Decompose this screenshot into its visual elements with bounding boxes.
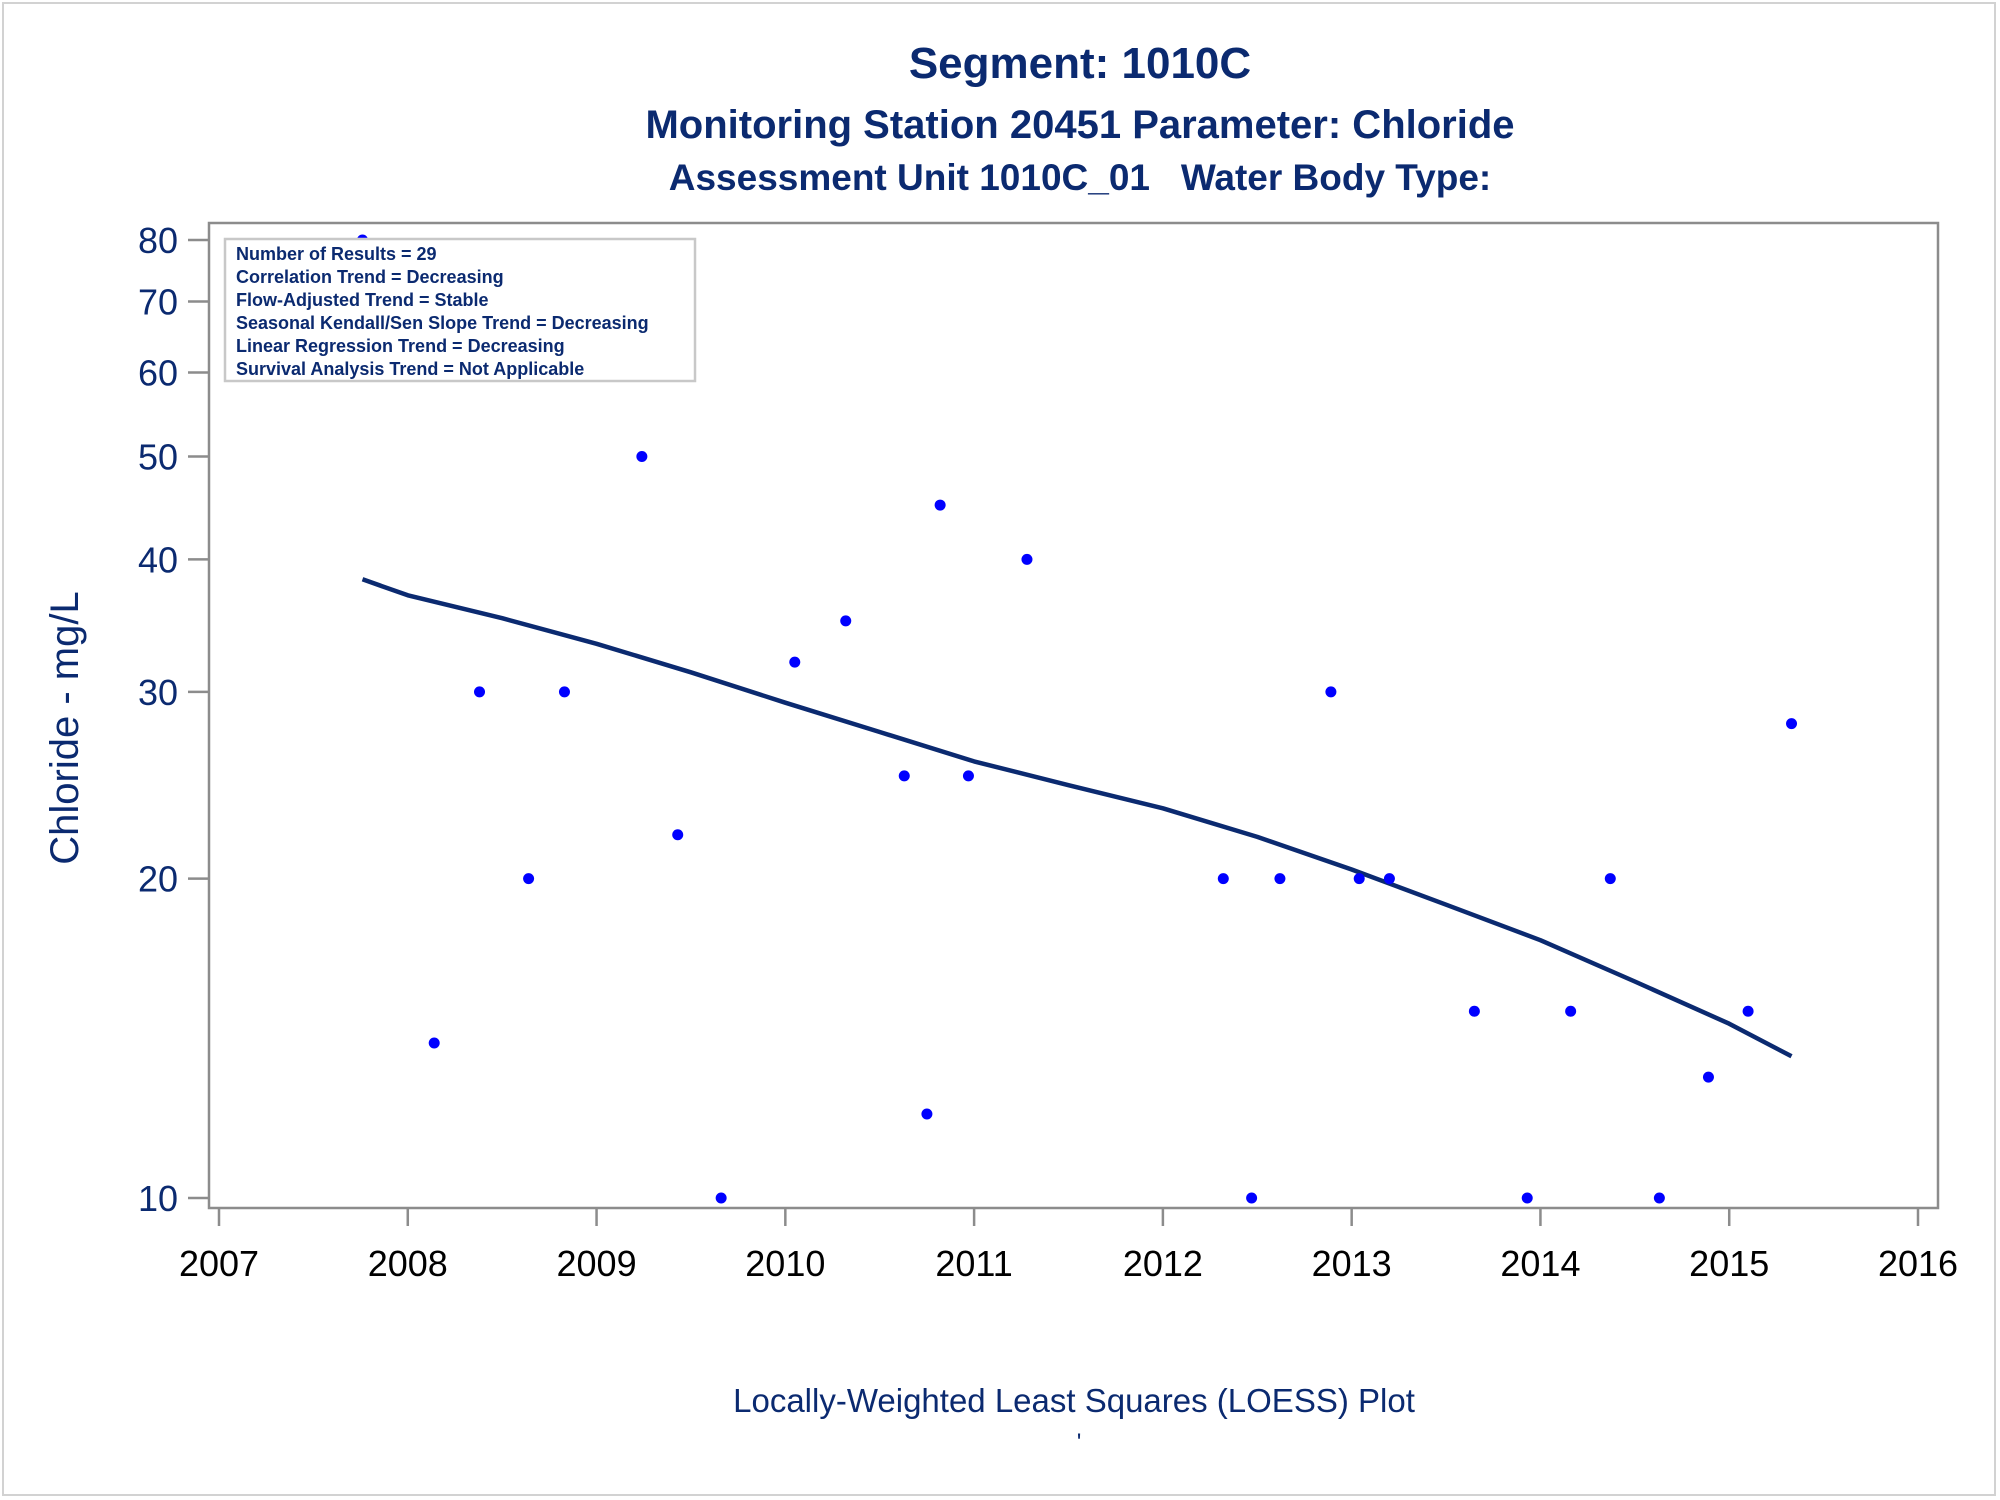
data-point <box>1653 1192 1665 1204</box>
y-tick-label: 60 <box>138 353 178 394</box>
stats-line: Flow-Adjusted Trend = Stable <box>236 290 489 310</box>
x-axis-label: Locally-Weighted Least Squares (LOESS) P… <box>733 1382 1415 1419</box>
data-point <box>1021 553 1033 565</box>
data-point <box>1246 1192 1258 1204</box>
data-point <box>428 1037 440 1049</box>
data-point <box>1742 1005 1754 1017</box>
stats-line: Number of Results = 29 <box>236 244 437 264</box>
data-point <box>1468 1005 1480 1017</box>
data-point <box>1217 873 1229 885</box>
data-point <box>474 686 486 698</box>
x-tick-label: 2007 <box>179 1243 259 1284</box>
data-point <box>1353 873 1365 885</box>
y-tick-label: 10 <box>138 1178 178 1219</box>
data-point <box>672 829 684 841</box>
x-tick-label: 2011 <box>935 1243 1012 1284</box>
x-tick-label: 2014 <box>1500 1243 1580 1284</box>
y-tick-label: 70 <box>138 282 178 323</box>
y-tick-label: 30 <box>138 672 178 713</box>
x-tick-label: 2010 <box>745 1243 825 1284</box>
x-axis: 2007 2008 2009 2010 2011 2012 2013 2014 2015 2016 <box>179 1208 1958 1284</box>
data-point <box>962 770 974 782</box>
data-point <box>1325 686 1337 698</box>
x-tick-label: 2015 <box>1689 1243 1769 1284</box>
data-point <box>1702 1071 1714 1083</box>
chart-title: Segment: 1010C <box>909 39 1251 88</box>
x-tick-label: 2012 <box>1123 1243 1203 1284</box>
data-point <box>921 1108 933 1120</box>
data-point <box>1521 1192 1533 1204</box>
data-point <box>558 686 570 698</box>
y-tick-label: 80 <box>138 220 178 261</box>
data-point <box>789 656 801 668</box>
y-tick-label: 40 <box>138 539 178 580</box>
data-point <box>898 770 910 782</box>
x-tick-label: 2009 <box>557 1243 637 1284</box>
chart-subtitle-2: Assessment Unit 1010C_01 Water Body Type… <box>669 157 1492 198</box>
stats-line: Survival Analysis Trend = Not Applicable <box>236 359 584 379</box>
data-point <box>840 615 852 627</box>
stats-legend-box <box>223 237 697 383</box>
data-point <box>1274 873 1286 885</box>
footnote: ' <box>1077 1429 1082 1456</box>
data-point <box>636 451 648 463</box>
data-point <box>1565 1005 1577 1017</box>
stats-line: Linear Regression Trend = Decreasing <box>236 336 565 356</box>
stats-legend: Number of Results = 29 Correlation Trend … <box>223 237 697 383</box>
data-point <box>1786 718 1798 730</box>
y-tick-label: 50 <box>138 437 178 478</box>
data-point <box>1604 873 1616 885</box>
x-tick-label: 2013 <box>1312 1243 1392 1284</box>
y-tick-label: 20 <box>138 859 178 900</box>
y-axis-label: Chloride - mg/L <box>43 591 87 864</box>
stats-line: Correlation Trend = Decreasing <box>236 267 504 287</box>
data-point <box>715 1192 727 1204</box>
plot-area <box>207 221 1940 1210</box>
chart-subtitle: Monitoring Station 20451 Parameter: Chlo… <box>645 103 1514 147</box>
data-point <box>1383 873 1395 885</box>
loess-curve <box>361 577 1793 1059</box>
data-point <box>523 873 535 885</box>
stats-line: Seasonal Kendall/Sen Slope Trend = Decre… <box>236 313 649 333</box>
data-point <box>934 499 946 511</box>
x-tick-label: 2008 <box>368 1243 448 1284</box>
y-axis: 10 20 30 40 50 60 70 80 <box>138 220 209 1219</box>
x-tick-label: 2016 <box>1878 1243 1958 1284</box>
